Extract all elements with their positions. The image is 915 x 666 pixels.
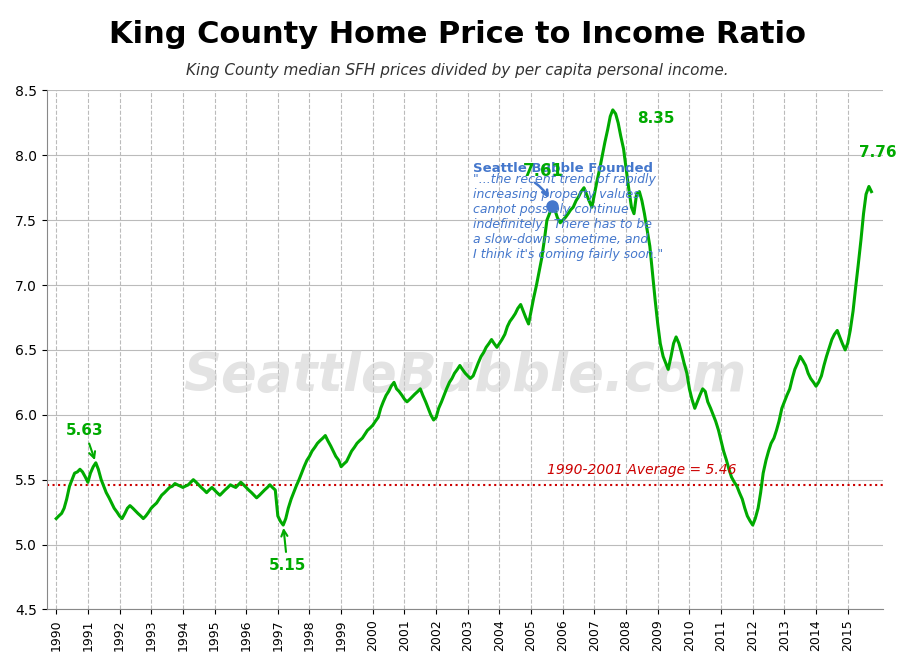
Text: SeattleBubble.com: SeattleBubble.com: [183, 350, 747, 402]
Text: "...the recent trend of rapidly
increasing property values
cannot possibly conti: "...the recent trend of rapidly increasi…: [472, 173, 662, 262]
Text: 7.61: 7.61: [522, 162, 564, 180]
Text: Seattle Bubble Founded: Seattle Bubble Founded: [472, 162, 657, 174]
Text: 5.63: 5.63: [66, 423, 103, 458]
Text: King County Home Price to Income Ratio: King County Home Price to Income Ratio: [109, 20, 806, 49]
Text: 8.35: 8.35: [637, 111, 674, 127]
Text: 7.76: 7.76: [859, 145, 897, 161]
Text: King County median SFH prices divided by per capita personal income.: King County median SFH prices divided by…: [186, 63, 729, 79]
Text: 1990-2001 Average = 5.46: 1990-2001 Average = 5.46: [547, 463, 737, 477]
Text: 5.15: 5.15: [269, 530, 306, 573]
